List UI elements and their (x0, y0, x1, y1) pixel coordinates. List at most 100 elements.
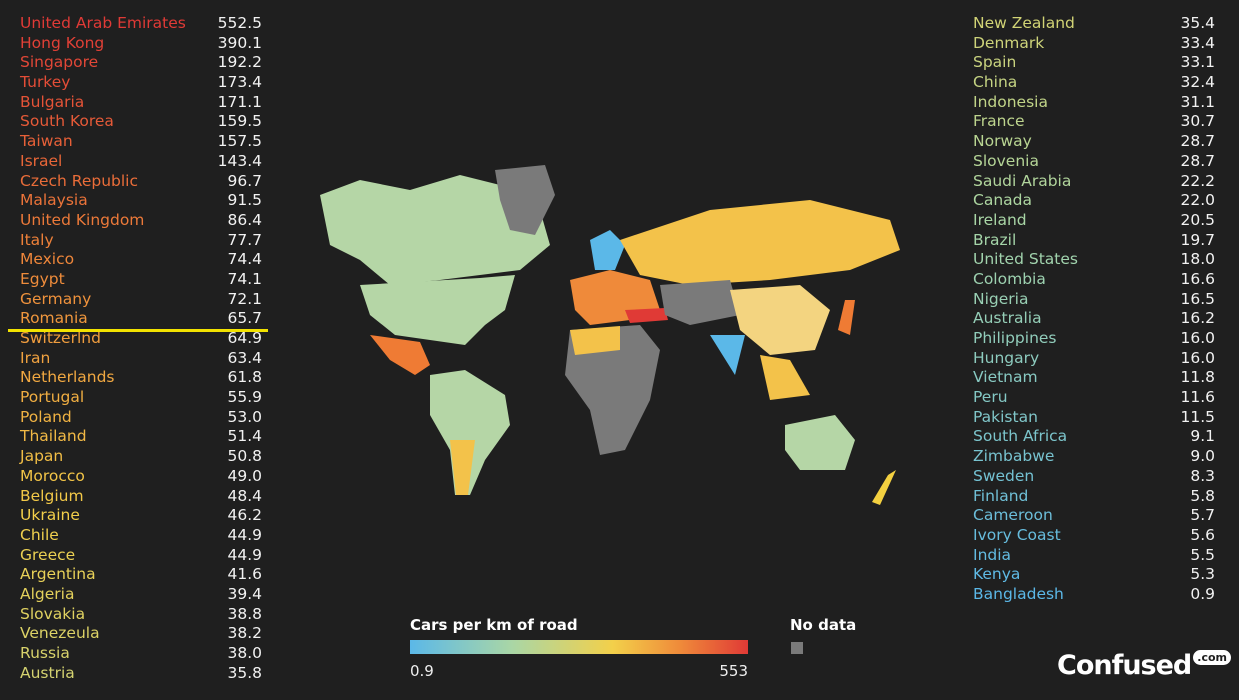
country-value: 63.4 (227, 348, 262, 367)
country-row: Bulgaria 171.1 (20, 93, 262, 113)
country-value: 11.5 (1180, 407, 1215, 426)
country-row: Belgium 48.4 (20, 487, 262, 507)
country-name: New Zealand (973, 14, 1075, 32)
country-value: 143.4 (217, 151, 262, 170)
country-name: Philippines (973, 329, 1057, 347)
country-row: Poland 53.0 (20, 408, 262, 428)
country-row: Turkey 173.4 (20, 73, 262, 93)
country-row: United Kingdom 86.4 (20, 211, 262, 231)
logo-name: Confused (1057, 650, 1192, 681)
country-value: 44.9 (227, 525, 262, 544)
country-name: Turkey (20, 73, 71, 92)
country-row: Indonesia 31.1 (973, 93, 1215, 113)
country-name: Norway (973, 132, 1032, 151)
country-value: 38.2 (227, 624, 262, 643)
japan (838, 300, 855, 335)
country-name: Iran (20, 348, 51, 367)
country-name: Hong Kong (20, 33, 105, 52)
country-row: United States 18.0 (973, 250, 1215, 270)
country-value: 33.1 (1180, 53, 1215, 72)
country-row: Saudi Arabia 22.2 (973, 172, 1215, 192)
country-value: 91.5 (227, 191, 262, 210)
country-name: Spain (973, 53, 1017, 72)
country-row: Germany 72.1 (20, 290, 262, 310)
country-value: 5.6 (1190, 525, 1215, 544)
country-name: Bulgaria (20, 92, 85, 111)
country-value: 16.6 (1180, 269, 1215, 288)
legend-title: Cars per km of road (410, 616, 578, 634)
legend-max: 553 (719, 662, 748, 680)
country-name: Germany (20, 289, 92, 308)
country-name: India (973, 545, 1012, 564)
country-value: 28.7 (1180, 132, 1215, 151)
country-value: 16.2 (1180, 309, 1215, 328)
country-value: 50.8 (227, 447, 262, 466)
no-data-swatch (791, 642, 803, 654)
country-name: Netherlands (20, 368, 115, 387)
country-name: Hungary (973, 348, 1040, 367)
country-row: Norway 28.7 (973, 132, 1215, 152)
world-map (320, 165, 900, 505)
country-name: Russia (20, 644, 70, 662)
country-name: Morocco (20, 466, 85, 485)
country-value: 22.2 (1180, 171, 1215, 190)
country-value: 32.4 (1180, 73, 1215, 92)
country-row: Denmark 33.4 (973, 34, 1215, 54)
country-value: 38.8 (227, 604, 262, 623)
usa (360, 275, 515, 345)
country-value: 51.4 (227, 427, 262, 446)
country-value: 19.7 (1180, 230, 1215, 249)
country-row: Argentina 41.6 (20, 565, 262, 585)
country-row: Ukraine 46.2 (20, 506, 262, 526)
highlight-underline (8, 329, 268, 332)
country-name: Chile (20, 525, 59, 544)
country-name: Egypt (20, 269, 65, 288)
canada (320, 175, 550, 285)
country-row: Italy 77.7 (20, 231, 262, 251)
country-name: Brazil (973, 230, 1017, 249)
country-value: 72.1 (227, 289, 262, 308)
country-value: 48.4 (227, 486, 262, 505)
country-name: Ivory Coast (973, 525, 1061, 544)
country-row: Kenya 5.3 (973, 565, 1215, 585)
australia (785, 415, 855, 470)
country-name: Australia (973, 309, 1042, 328)
logo: Confused .com (1057, 650, 1231, 681)
country-row: Mexico 74.4 (20, 250, 262, 270)
country-value: 61.8 (227, 368, 262, 387)
country-row: Spain 33.1 (973, 53, 1215, 73)
country-name: Slovenia (973, 151, 1039, 170)
country-name: Canada (973, 191, 1032, 210)
turkey (625, 308, 668, 323)
country-value: 30.7 (1180, 112, 1215, 131)
country-name: Sweden (973, 466, 1035, 485)
scandinavia (590, 230, 625, 270)
country-name: Nigeria (973, 289, 1029, 308)
country-row: Chile 44.9 (20, 526, 262, 546)
country-row: Vietnam 11.8 (973, 368, 1215, 388)
country-row: Ireland 20.5 (973, 211, 1215, 231)
country-row: Zimbabwe 9.0 (973, 447, 1215, 467)
country-value: 5.5 (1190, 545, 1215, 564)
country-value: 22.0 (1180, 191, 1215, 210)
country-value: 64.9 (227, 329, 262, 347)
country-value: 157.5 (217, 132, 262, 151)
country-name: Finland (973, 486, 1029, 505)
country-row: Israel 143.4 (20, 152, 262, 172)
country-value: 46.2 (227, 506, 262, 525)
russia (620, 200, 900, 285)
country-value: 33.4 (1180, 33, 1215, 52)
country-name: Algeria (20, 584, 75, 603)
country-name: Italy (20, 230, 54, 249)
country-value: 5.8 (1190, 486, 1215, 505)
country-value: 38.0 (227, 644, 262, 662)
country-name: Zimbabwe (973, 447, 1055, 466)
country-value: 16.5 (1180, 289, 1215, 308)
country-row: Canada 22.0 (973, 191, 1215, 211)
country-value: 96.7 (227, 171, 262, 190)
country-name: United Arab Emirates (20, 14, 186, 32)
country-value: 192.2 (217, 53, 262, 72)
legend-no-data: No data (790, 616, 857, 634)
country-row: Malaysia 91.5 (20, 191, 262, 211)
country-name: Singapore (20, 53, 99, 72)
